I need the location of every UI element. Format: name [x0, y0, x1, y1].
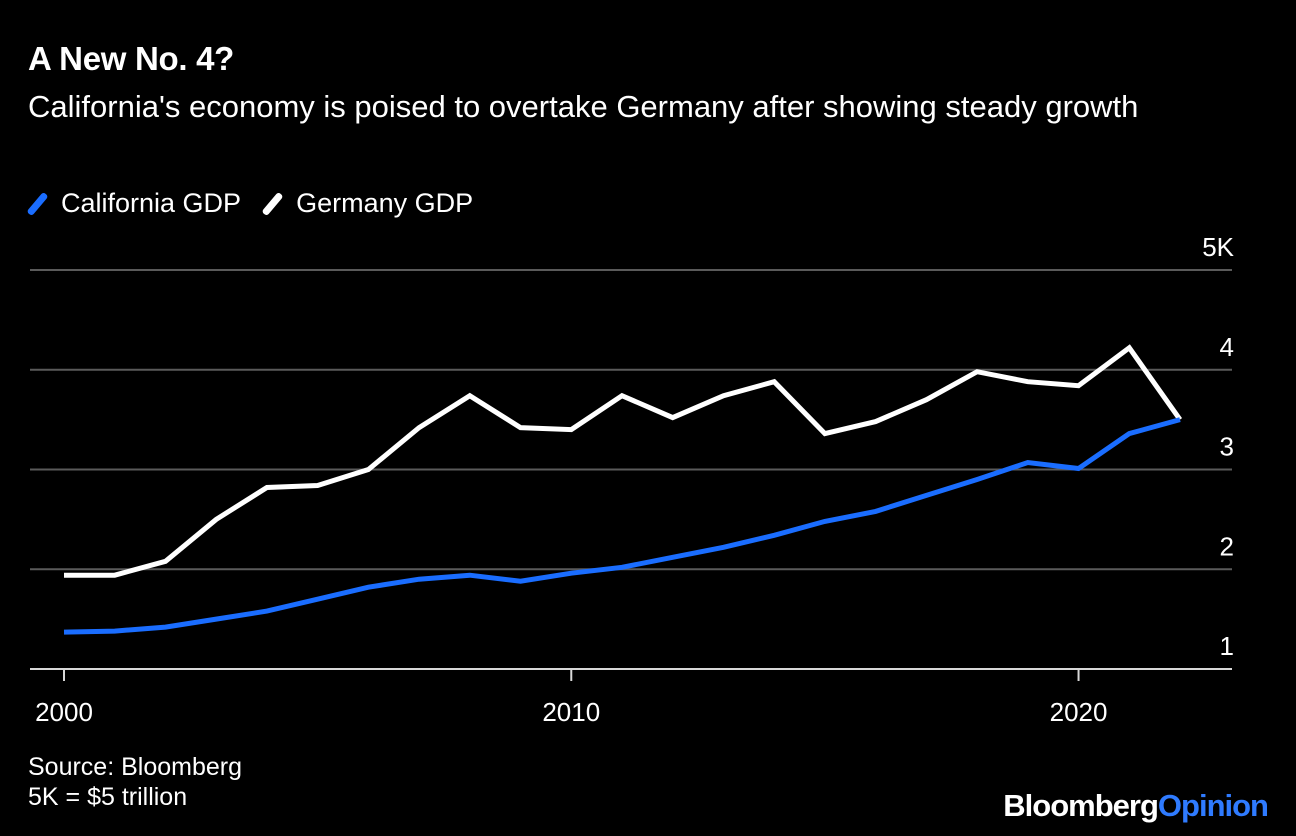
series-line-california-gdp	[63, 417, 1181, 635]
brand-logo-part1: Bloomberg	[1003, 788, 1159, 823]
chart-title: A New No. 4?	[28, 40, 235, 77]
series-line-germany-gdp	[64, 344, 1183, 578]
series-lines	[63, 344, 1183, 635]
y-tick-label-4: 4	[1220, 332, 1234, 362]
brand-logo-part2: Opinion	[1157, 788, 1269, 823]
brand-logo: BloombergOpinion	[1003, 788, 1269, 824]
unit-note: 5K = $5 trillion	[28, 783, 188, 811]
chart-subtitle: California's economy is poised to overta…	[28, 89, 1139, 124]
y-tick-label-2: 2	[1220, 531, 1234, 561]
x-tick-label-2020: 2020	[1050, 697, 1108, 727]
legend-item-germany: Germany GDP	[261, 188, 474, 219]
x-tick-label-2000: 2000	[35, 697, 93, 727]
legend-label-germany: Germany GDP	[296, 188, 474, 218]
y-tick-label-5K: 5K	[1202, 232, 1234, 262]
gridlines	[30, 269, 1232, 670]
y-tick-label-1: 1	[1220, 631, 1234, 661]
legend-item-california: California GDP	[26, 188, 242, 219]
chart-legend: California GDP Germany GDP	[26, 188, 495, 219]
axes: 1 2 3 4 5K 2000 2010 2020	[35, 232, 1235, 727]
source-note: Source: Bloomberg	[28, 753, 243, 781]
x-tick-label-2010: 2010	[542, 697, 600, 727]
legend-label-california: California GDP	[61, 188, 242, 218]
footnote: Source: Bloomberg 5K = $5 trillion	[28, 752, 242, 812]
y-tick-label-3: 3	[1220, 432, 1234, 462]
